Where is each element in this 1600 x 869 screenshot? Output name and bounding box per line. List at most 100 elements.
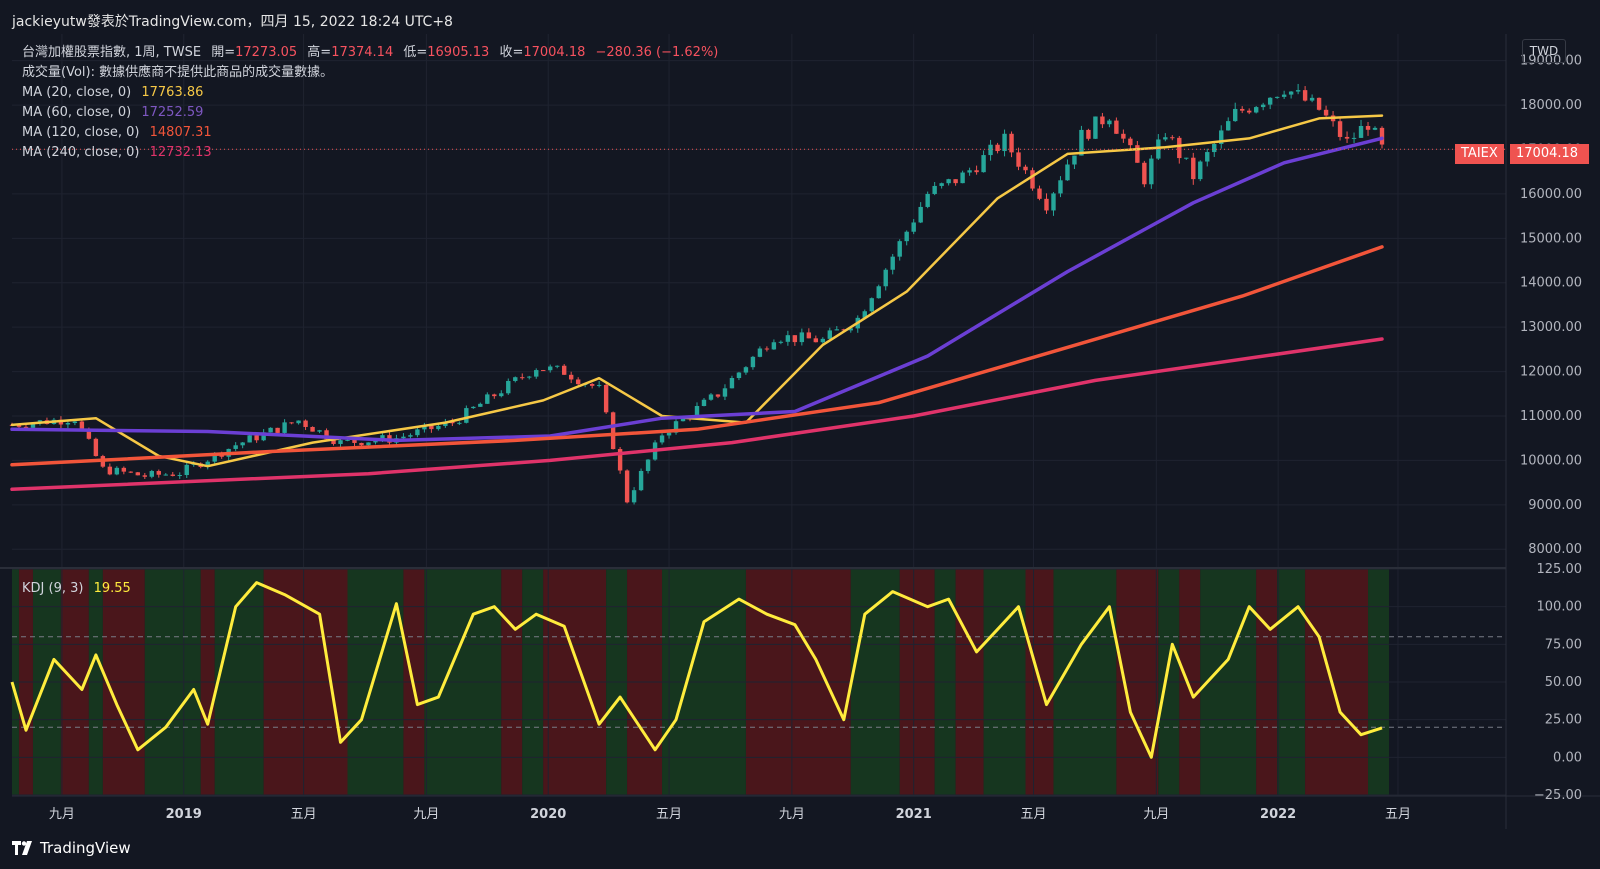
candle-body: [359, 442, 364, 446]
time-tick-label: 五月: [291, 807, 317, 822]
candle-body: [631, 490, 637, 503]
currency-badge[interactable]: TWD: [1522, 39, 1566, 63]
time-tick-label: 九月: [413, 807, 439, 822]
candle-body: [1107, 120, 1112, 125]
ma60-row[interactable]: MA (60, close, 0) 17252.59: [22, 103, 718, 123]
candle-body: [1309, 97, 1315, 101]
candle-body: [345, 439, 350, 441]
candle-body: [121, 467, 127, 472]
candle-body: [1337, 121, 1343, 137]
candle-body: [764, 348, 770, 350]
current-symbol-tag: TAIEX: [1455, 144, 1504, 164]
candle-body: [596, 384, 602, 386]
time-tick-label: 2019: [166, 807, 202, 822]
candle-body: [72, 421, 78, 423]
tradingview-brand[interactable]: TradingView: [12, 839, 131, 857]
time-tick-label: 九月: [49, 807, 75, 822]
candle-body: [939, 183, 944, 186]
candle-body: [310, 426, 315, 432]
candle-body: [673, 421, 679, 433]
ma20-row[interactable]: MA (20, close, 0) 17763.86: [22, 83, 718, 103]
candle-body: [603, 384, 609, 413]
candle-body: [1372, 127, 1378, 130]
candle-body: [1351, 137, 1357, 139]
candle-body: [16, 424, 22, 427]
ma20-line: [10, 114, 1384, 468]
candle-body: [212, 453, 217, 462]
ma120-value: 14807.31: [149, 125, 212, 140]
candle-body: [1114, 120, 1119, 134]
ma120-row[interactable]: MA (120, close, 0) 14807.31: [22, 123, 718, 143]
candle-body: [876, 286, 881, 299]
low-label: 低=: [403, 45, 428, 60]
tradingview-brand-text: TradingView: [40, 839, 131, 857]
ma240-row[interactable]: MA (240, close, 0) 12732.13: [22, 143, 718, 163]
candle-body: [1344, 136, 1350, 139]
candle-body: [575, 379, 581, 385]
candle-body: [1219, 130, 1224, 145]
candle-body: [1163, 137, 1168, 140]
candle-body: [1379, 127, 1385, 145]
candle-body: [548, 366, 553, 371]
candle-body: [534, 370, 539, 377]
candle-body: [974, 170, 979, 173]
candle-body: [953, 179, 958, 184]
candle-body: [247, 435, 252, 443]
candle-body: [659, 435, 665, 443]
candle-body: [1016, 152, 1021, 167]
candle-body: [296, 420, 301, 424]
price-tick-label: 11000.00: [1520, 409, 1582, 424]
candle-body: [1170, 137, 1175, 139]
candle-body: [561, 365, 567, 375]
kdj-series-line: [10, 581, 1383, 759]
candle-body: [799, 332, 805, 343]
close-label: 收=: [499, 45, 524, 60]
candle-body: [86, 429, 92, 439]
ma120-label: MA (120, close, 0): [22, 125, 140, 140]
price-tick-label: 8000.00: [1528, 542, 1582, 557]
ma120-line: [10, 245, 1384, 467]
candle-body: [1009, 133, 1014, 153]
candle-body: [163, 474, 168, 476]
time-tick-label: 2020: [530, 807, 566, 822]
candle-body: [869, 298, 874, 312]
candle-body: [1288, 91, 1294, 95]
candle-body: [1177, 137, 1182, 159]
ohlc-row: 台灣加權股票指數, 1周, TWSE 開=17273.05 高=17374.14…: [22, 43, 718, 63]
candle-body: [736, 372, 742, 379]
kdj-tick-label: 50.00: [1545, 675, 1582, 690]
kdj-value: 19.55: [93, 581, 131, 596]
open-label: 開=: [211, 45, 236, 60]
candle-body: [1037, 188, 1042, 199]
candle-body: [527, 376, 532, 378]
ma60-label: MA (60, close, 0): [22, 105, 132, 120]
candle-body: [1233, 108, 1238, 122]
ma60-value: 17252.59: [141, 105, 204, 120]
candle-body: [128, 471, 134, 473]
candle-body: [1044, 198, 1049, 211]
candle-body: [680, 417, 686, 422]
candle-body: [708, 394, 714, 400]
kdj-legend[interactable]: KDJ (9, 3) 19.55: [22, 581, 131, 596]
candle-body: [862, 311, 867, 318]
candle-body: [317, 430, 322, 432]
candle-body: [457, 422, 462, 424]
candle-body: [93, 438, 99, 457]
candle-body: [205, 461, 210, 467]
candle-body: [1149, 158, 1154, 185]
kdj-tick-label: 100.00: [1537, 600, 1583, 615]
candle-body: [960, 172, 965, 184]
candle-body: [1072, 155, 1077, 165]
candle-body: [233, 445, 238, 449]
open-value: 17273.05: [235, 45, 298, 60]
candle-body: [1281, 94, 1287, 97]
candle-body: [890, 256, 895, 270]
candle-body: [380, 435, 385, 441]
candle-body: [1135, 145, 1140, 163]
candle-body: [645, 459, 651, 471]
candle-body: [471, 406, 476, 409]
candle-body: [694, 405, 700, 418]
candle-body: [324, 430, 329, 440]
candle-body: [408, 435, 413, 437]
